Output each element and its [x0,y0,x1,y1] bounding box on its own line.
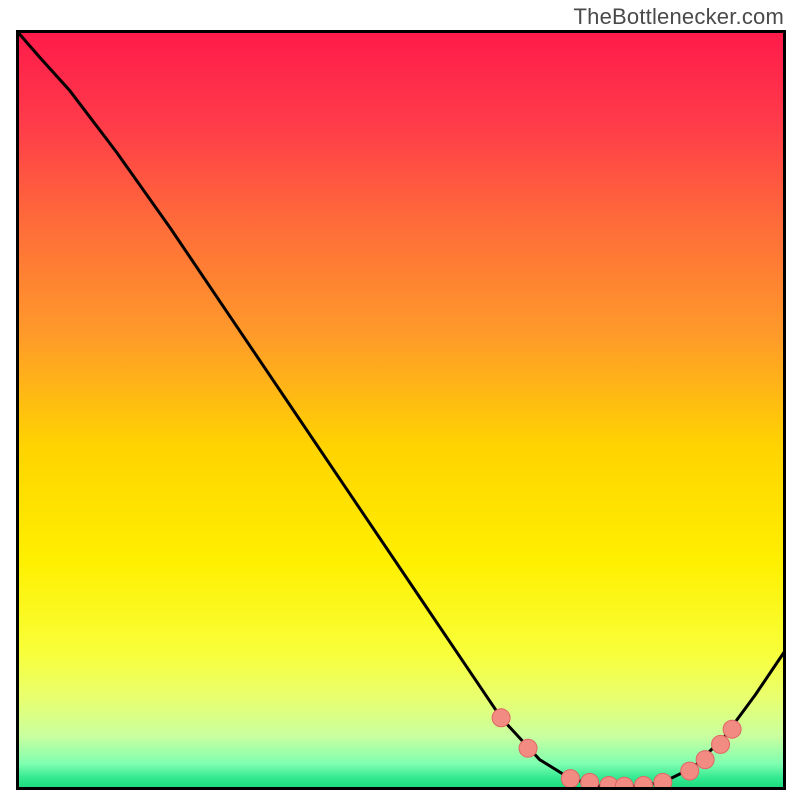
bottleneck-plot [16,30,786,790]
heat-gradient [16,30,786,790]
watermark: TheBottlenecker.com [574,4,784,30]
